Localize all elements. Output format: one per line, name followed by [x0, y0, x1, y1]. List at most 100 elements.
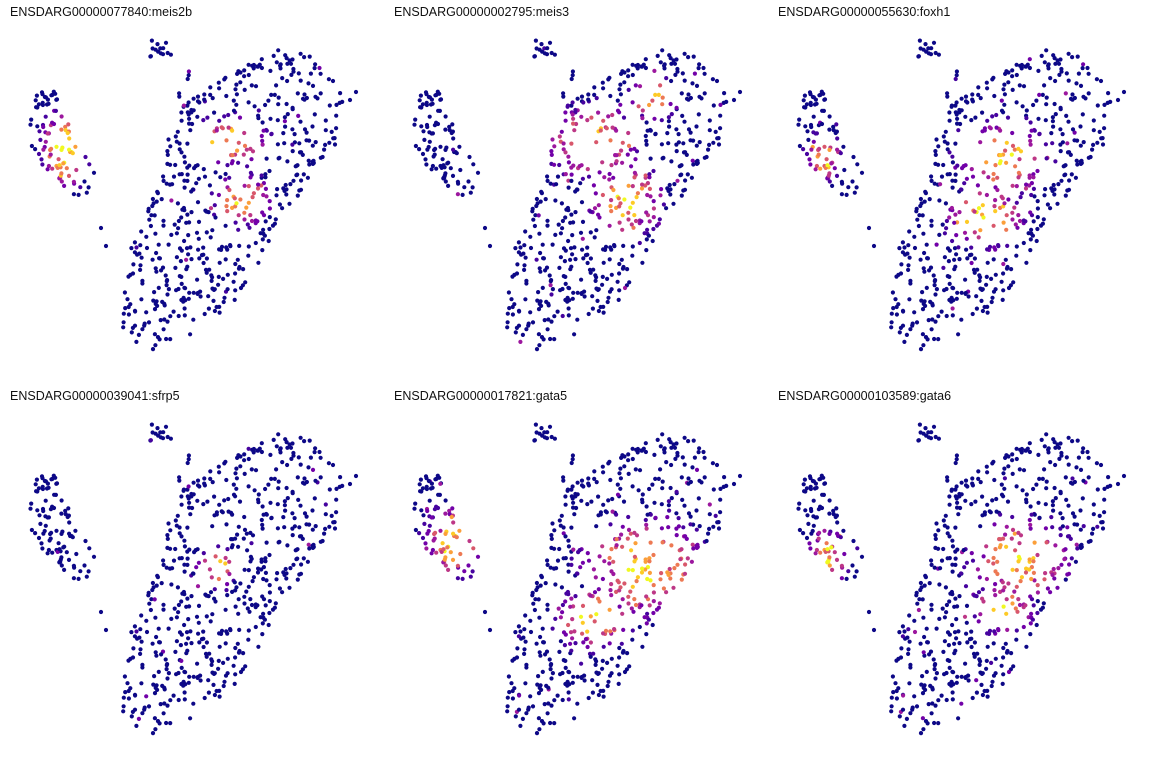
cell-point — [1042, 193, 1047, 198]
cell-point — [600, 274, 605, 279]
cell-point — [177, 525, 182, 530]
cell-point — [1035, 206, 1040, 211]
cell-point — [635, 450, 640, 455]
cell-point — [907, 681, 912, 686]
cell-point — [1108, 483, 1113, 488]
cell-point — [255, 603, 260, 608]
cell-point — [545, 178, 550, 183]
cell-point — [577, 548, 582, 553]
cell-point — [833, 514, 838, 520]
cell-point — [1106, 475, 1111, 480]
cell-point — [62, 567, 67, 572]
cell-point — [1010, 183, 1015, 188]
cell-point — [186, 112, 191, 117]
cell-point — [827, 171, 832, 176]
cell-point — [153, 615, 158, 620]
cell-point — [523, 255, 528, 260]
cell-point — [936, 721, 941, 726]
cell-point — [644, 120, 649, 125]
cell-point — [581, 256, 586, 261]
cell-point — [1052, 576, 1057, 581]
cell-point — [1031, 102, 1036, 108]
cell-point — [182, 178, 187, 183]
cell-point — [249, 157, 254, 162]
cell-point — [549, 703, 554, 708]
cell-point — [214, 304, 219, 310]
cell-point — [223, 257, 228, 262]
cell-point — [626, 68, 631, 73]
cell-point — [1049, 515, 1054, 520]
cell-point — [571, 547, 576, 552]
cell-point — [523, 639, 528, 644]
cell-point — [543, 197, 548, 202]
cell-point — [277, 202, 282, 207]
cell-point — [259, 173, 264, 178]
cell-point — [945, 94, 950, 99]
cell-point — [177, 475, 182, 480]
cell-point — [953, 596, 958, 601]
cell-point — [607, 641, 612, 646]
cell-point — [313, 446, 318, 451]
cell-point — [549, 533, 554, 538]
cell-point — [702, 91, 707, 96]
cell-point — [900, 250, 905, 255]
cell-point — [995, 571, 1000, 577]
cell-point — [1023, 186, 1029, 191]
cell-point — [1080, 450, 1085, 455]
scatter-plot — [796, 38, 1127, 352]
cell-point — [1078, 467, 1084, 472]
cell-point — [1037, 476, 1042, 481]
cell-point — [130, 271, 136, 276]
cell-point — [1020, 488, 1025, 493]
cell-point — [984, 576, 989, 582]
cell-point — [429, 551, 434, 556]
cell-point — [59, 511, 64, 516]
cell-point — [937, 582, 942, 587]
cell-point — [150, 731, 156, 736]
cell-point — [970, 695, 975, 701]
cell-point — [139, 229, 144, 234]
cell-point — [1010, 217, 1015, 222]
cell-point — [674, 526, 679, 531]
cell-point — [639, 603, 644, 608]
cell-point — [256, 260, 261, 265]
cell-point — [574, 571, 580, 576]
cell-point — [209, 657, 214, 662]
cell-point — [179, 556, 184, 561]
cell-point — [161, 711, 166, 716]
cell-point — [1010, 68, 1015, 73]
cell-point — [242, 130, 247, 136]
cell-point — [470, 569, 475, 574]
cell-point — [647, 172, 652, 177]
cell-point — [33, 482, 38, 487]
cell-point — [600, 576, 605, 582]
cell-point — [1003, 257, 1008, 262]
cell-point — [579, 584, 585, 589]
cell-point — [567, 682, 572, 687]
cell-point — [267, 199, 272, 204]
cell-point — [188, 128, 193, 133]
cell-point — [169, 582, 174, 587]
cell-point — [243, 664, 248, 669]
cell-point — [475, 170, 481, 175]
cell-point — [244, 205, 249, 210]
cell-point — [685, 172, 690, 177]
cell-point — [633, 157, 638, 162]
cell-point — [926, 318, 931, 323]
cell-point — [154, 250, 159, 256]
cell-point — [563, 215, 568, 220]
cell-point — [216, 464, 221, 469]
cell-point — [532, 54, 537, 59]
cell-point — [176, 286, 181, 292]
cell-point — [601, 631, 606, 636]
cell-point — [990, 679, 995, 684]
cell-point — [213, 170, 218, 175]
cell-point — [813, 167, 818, 172]
cell-point — [666, 141, 671, 146]
cell-point — [982, 128, 987, 133]
cell-point — [822, 144, 827, 149]
cell-point — [318, 71, 323, 76]
cell-point — [413, 501, 418, 506]
cell-point — [998, 159, 1003, 164]
cell-point — [242, 527, 248, 532]
